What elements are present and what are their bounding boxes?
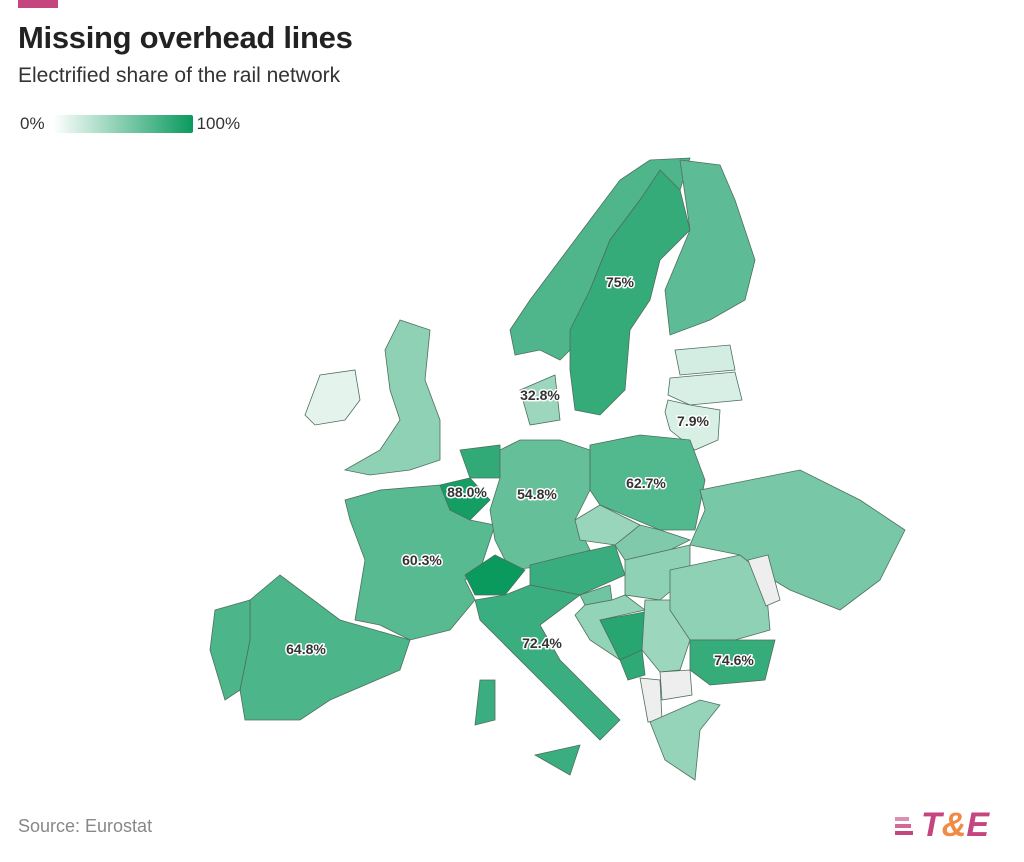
chart-subtitle: Electrified share of the rail network bbox=[18, 64, 341, 87]
country-sweden[interactable] bbox=[569, 169, 691, 416]
country-montenegro[interactable] bbox=[619, 649, 646, 681]
country-belgium[interactable] bbox=[439, 477, 491, 521]
legend-min-label: 0% bbox=[20, 114, 45, 133]
logo-lines-icon bbox=[895, 816, 913, 835]
country-netherlands[interactable] bbox=[459, 444, 501, 479]
value-label-spain: 64.8% bbox=[286, 641, 326, 657]
country-estonia[interactable] bbox=[674, 344, 736, 376]
source-note: Source: Eurostat bbox=[18, 816, 153, 836]
value-label-lithuania: 7.9% bbox=[677, 413, 709, 429]
value-label-france: 60.3% bbox=[402, 552, 442, 568]
country-portugal[interactable] bbox=[209, 599, 251, 701]
legend-max-label: 100% bbox=[196, 114, 241, 133]
value-label-germany: 54.8% bbox=[517, 486, 557, 502]
value-label-poland: 62.7% bbox=[626, 475, 666, 491]
te-logo: T & E bbox=[895, 806, 989, 845]
logo-t: T bbox=[921, 806, 942, 844]
value-label-italy: 72.4% bbox=[522, 635, 562, 651]
value-label-denmark: 32.8% bbox=[520, 387, 560, 403]
country-poland[interactable] bbox=[589, 434, 706, 531]
country-united-kingdom[interactable] bbox=[343, 319, 441, 476]
country-switzerland[interactable] bbox=[464, 554, 526, 596]
logo-e: E bbox=[966, 806, 990, 844]
europe-map: 75% 32.8% 7.9% 88.0% 54.8% 62.7% 60.3% 72.4% 64.… bbox=[209, 157, 906, 781]
country-north-macedonia[interactable] bbox=[659, 669, 693, 701]
value-label-bulgaria: 74.6% bbox=[714, 652, 754, 668]
country-ukraine[interactable] bbox=[689, 469, 906, 611]
country-sicily[interactable] bbox=[533, 744, 581, 776]
chart-title: Missing overhead lines bbox=[18, 20, 353, 55]
value-label-sweden: 75% bbox=[606, 274, 635, 290]
legend-gradient-bar bbox=[52, 115, 193, 133]
country-ireland[interactable] bbox=[304, 369, 361, 426]
country-germany[interactable] bbox=[489, 439, 591, 571]
country-albania[interactable] bbox=[639, 677, 663, 723]
country-lithuania[interactable] bbox=[664, 399, 721, 451]
country-finland[interactable] bbox=[664, 159, 756, 336]
brand-accent-bar bbox=[18, 0, 58, 8]
country-greece[interactable] bbox=[649, 699, 721, 781]
color-legend: 0% 100% bbox=[20, 114, 240, 134]
country-italy[interactable] bbox=[474, 584, 621, 741]
country-sardinia[interactable] bbox=[474, 679, 496, 726]
country-denmark[interactable] bbox=[519, 374, 561, 426]
country-moldova[interactable] bbox=[747, 554, 781, 607]
country-latvia[interactable] bbox=[667, 371, 743, 406]
value-label-belgium: 88.0% bbox=[447, 484, 487, 500]
logo-amp: & bbox=[941, 806, 967, 844]
